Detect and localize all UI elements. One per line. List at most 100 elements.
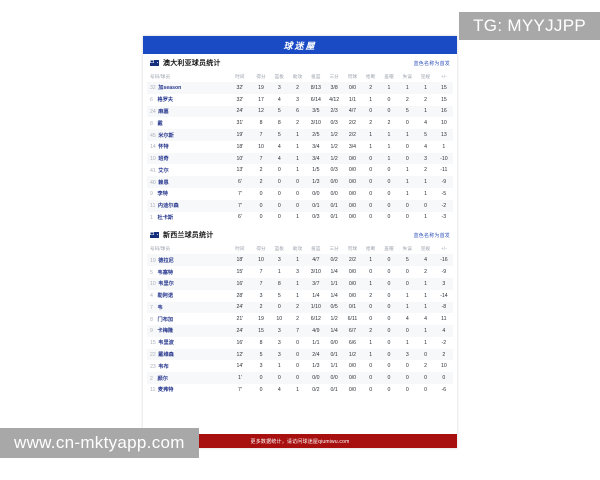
player-name-cell[interactable]: 9 卡梅隆 [150, 328, 174, 335]
stat-cell-ft: 2/2 [348, 120, 357, 127]
stat-cell-ft: 2/2 [348, 257, 357, 264]
stat-cell-pf: 5 [424, 132, 427, 139]
player-name-cell[interactable]: 1 杜卡斯 [150, 214, 174, 221]
player-name-cell[interactable]: 8 门布加 [150, 316, 174, 323]
player-name-cell[interactable]: 4 勒阿诺 [150, 293, 174, 300]
player-name-cell[interactable]: 10 班奇 [150, 156, 169, 163]
table-row[interactable]: 24 麻嘉 24' 12 5 6 3/5 2/3 4/7 0 0 5 1 16 [147, 105, 453, 118]
jersey-number: 11 [150, 203, 156, 210]
stat-cell-pm: 15 [440, 96, 447, 103]
stat-cell-reb: 1 [277, 269, 281, 276]
table-row[interactable]: 14 怀特 18' 10 4 1 3/4 1/2 3/4 1 1 0 4 1 [147, 140, 453, 153]
table-row[interactable]: 41 艾尔 13' 2 0 1 1/5 0/3 0/0 0 0 1 2 -11 [147, 164, 453, 177]
stat-cell-blk: 0 [387, 375, 391, 382]
stat-cell-pts: 7 [259, 155, 263, 162]
table-row[interactable]: 9 李特 7' 0 0 0 0/0 0/0 0/0 0 0 1 1 -5 [147, 188, 453, 200]
table-row[interactable]: 32 加season 32' 19 3 2 8/13 3/8 0/0 2 1 1 1 15 [147, 82, 453, 94]
stat-cell-reb: 5 [277, 108, 281, 115]
stat-cell-ft: 6/11 [347, 316, 358, 323]
section-title: 澳大利亚球员统计 [163, 60, 221, 67]
stat-cell-ast: 6 [296, 108, 300, 115]
table-row[interactable]: 22 戴维森 12' 5 3 0 2/4 0/1 1/2 1 0 3 0 2 [147, 348, 453, 361]
stat-cell-ast: 0 [296, 351, 300, 358]
stat-cell-pf: 1 [424, 339, 427, 346]
player-name-cell[interactable]: 19 德拉尼 [150, 257, 174, 264]
player-name-cell[interactable]: 6 格罗夫 [150, 97, 174, 104]
jersey-number: 19 [150, 257, 156, 264]
table-row[interactable]: 8 戴 31' 8 8 2 3/10 0/3 2/2 2 2 0 4 10 [147, 117, 453, 130]
stat-cell-stl: 1 [369, 280, 373, 287]
player-name-cell[interactable]: 9 李特 [150, 191, 168, 198]
table-row[interactable]: 8 门布加 21' 19 10 2 6/12 1/2 6/11 0 0 4 4 11 [147, 313, 453, 326]
stat-cell-ast: 0 [296, 190, 300, 197]
player-name-cell[interactable]: 2 颜尔 [150, 375, 168, 382]
stat-cell-blk: 0 [387, 214, 391, 221]
player-name-cell[interactable]: 11 内迪尔森 [150, 203, 179, 210]
card-footer: 更多数据统计，请访问球迷屋qiumiwu.com [143, 434, 457, 448]
player-name-cell[interactable]: 5 韦塞特 [150, 269, 174, 276]
table-row[interactable]: 6 格罗夫 32' 17 4 3 6/14 4/12 1/1 1 0 2 2 15 [147, 93, 453, 106]
player-name-cell[interactable]: 40 赖恩 [150, 179, 169, 186]
player-name-cell[interactable]: 24 麻嘉 [150, 108, 169, 115]
stat-cell-pf: 1 [424, 214, 427, 221]
player-name-cell[interactable]: 15 韦里波 [150, 340, 174, 347]
stat-cell-to: 1 [405, 179, 409, 186]
stat-cell-fg: 0/2 [312, 386, 320, 393]
stat-cell-stl: 0 [369, 304, 373, 311]
stat-cell-stl: 0 [369, 214, 373, 221]
player-name-cell[interactable]: 45 米尔斯 [150, 132, 174, 139]
jersey-number: 24 [150, 108, 156, 115]
table-row[interactable]: 11 内迪尔森 7' 0 0 0 0/1 0/1 0/0 0 0 0 0 -2 [147, 199, 453, 212]
table-row[interactable]: 15 韦里波 16' 8 3 0 1/1 0/0 6/6 1 0 1 1 -2 [147, 336, 453, 349]
stat-cell-fg: 1/3 [312, 179, 320, 186]
stat-cell-ast: 1 [296, 292, 300, 299]
table-row[interactable]: 40 赖恩 6' 2 0 0 1/3 0/0 0/0 0 0 1 1 -9 [147, 176, 453, 189]
stat-cell-pf: 1 [424, 190, 427, 197]
player-name-cell[interactable]: 14 怀特 [150, 144, 169, 151]
stat-cell-stl: 1 [369, 351, 373, 358]
stat-cell-ast: 0 [296, 363, 300, 370]
jersey-number: 5 [150, 269, 153, 276]
jersey-number: 2 [150, 375, 153, 382]
player-name-cell[interactable]: 41 艾尔 [150, 167, 169, 174]
player-name-cell[interactable]: 32 加season [150, 85, 182, 92]
table-row[interactable]: 5 韦塞特 15' 7 1 3 3/10 1/4 0/0 0 0 0 2 -9 [147, 266, 453, 278]
starter-legend: 蓝色名称为首发 [413, 60, 450, 67]
table-row[interactable]: 19 德拉尼 18' 10 3 1 4/7 0/2 2/2 1 0 5 4 -16 [147, 254, 453, 267]
table-row[interactable]: 10 班奇 10' 7 4 1 3/4 1/2 0/0 0 1 0 3 -10 [147, 152, 453, 165]
stat-cell-ft: 2/2 [348, 132, 357, 139]
player-name-cell[interactable]: 11 麦弗特 [150, 387, 174, 394]
table-row[interactable]: 45 米尔斯 19' 7 5 1 2/5 1/2 2/2 1 1 1 5 13 [147, 129, 453, 141]
player-name-cell[interactable]: 22 戴维森 [150, 352, 174, 359]
flag-australia-icon [150, 60, 159, 66]
table-row[interactable]: 11 麦弗特 7' 0 4 1 0/2 0/1 0/0 0 0 0 0 -6 [147, 383, 453, 396]
jersey-number: 41 [150, 167, 156, 174]
stat-cell-ast: 3 [296, 96, 300, 103]
player-name-cell[interactable]: 23 韦布 [150, 363, 169, 370]
stat-cell-pm: 10 [440, 120, 447, 127]
stat-cell-to: 0 [405, 269, 409, 276]
table-row[interactable]: 10 韦里尔 16' 7 8 1 3/7 1/1 0/0 1 0 0 1 3 [147, 277, 453, 290]
table-row[interactable]: 23 韦布 14' 3 1 0 1/3 1/1 0/0 0 0 0 2 10 [147, 360, 453, 373]
stat-cell-ft: 0/0 [348, 202, 357, 209]
player-name-cell[interactable]: 10 韦里尔 [150, 281, 174, 288]
table-row[interactable]: 9 卡梅隆 24' 15 3 7 4/9 1/4 6/7 2 0 0 1 4 [147, 325, 453, 337]
stat-cell-pts: 7 [259, 269, 263, 276]
stat-cell-pf: 4 [424, 120, 427, 127]
stat-cell-pm: -14 [440, 292, 448, 299]
table-row[interactable]: 1 杜卡斯 6' 0 0 1 0/3 0/1 0/0 0 0 0 1 -3 [147, 211, 453, 224]
stat-cell-stl: 0 [369, 375, 373, 382]
stat-cell-fg: 3/4 [312, 143, 320, 150]
stat-cell-fg: 3/10 [310, 120, 321, 127]
col-turnovers: 失误 [402, 245, 412, 251]
table-row[interactable]: 7 韦 24' 2 0 2 1/10 0/5 0/1 0 0 1 1 -8 [147, 301, 453, 314]
stat-cell-tp: 0/0 [330, 190, 338, 197]
table-row[interactable]: 2 颜尔 1' 0 0 0 0/0 0/0 0/0 0 0 0 0 0 [147, 372, 453, 384]
stat-cell-pts: 7 [259, 132, 263, 139]
stat-cell-fg: 0/0 [312, 375, 320, 382]
stat-cell-pm: -8 [441, 304, 447, 311]
jersey-number: 23 [150, 363, 156, 370]
table-row[interactable]: 4 勒阿诺 28' 3 5 1 1/4 1/4 0/0 2 0 1 1 -14 [147, 289, 453, 302]
